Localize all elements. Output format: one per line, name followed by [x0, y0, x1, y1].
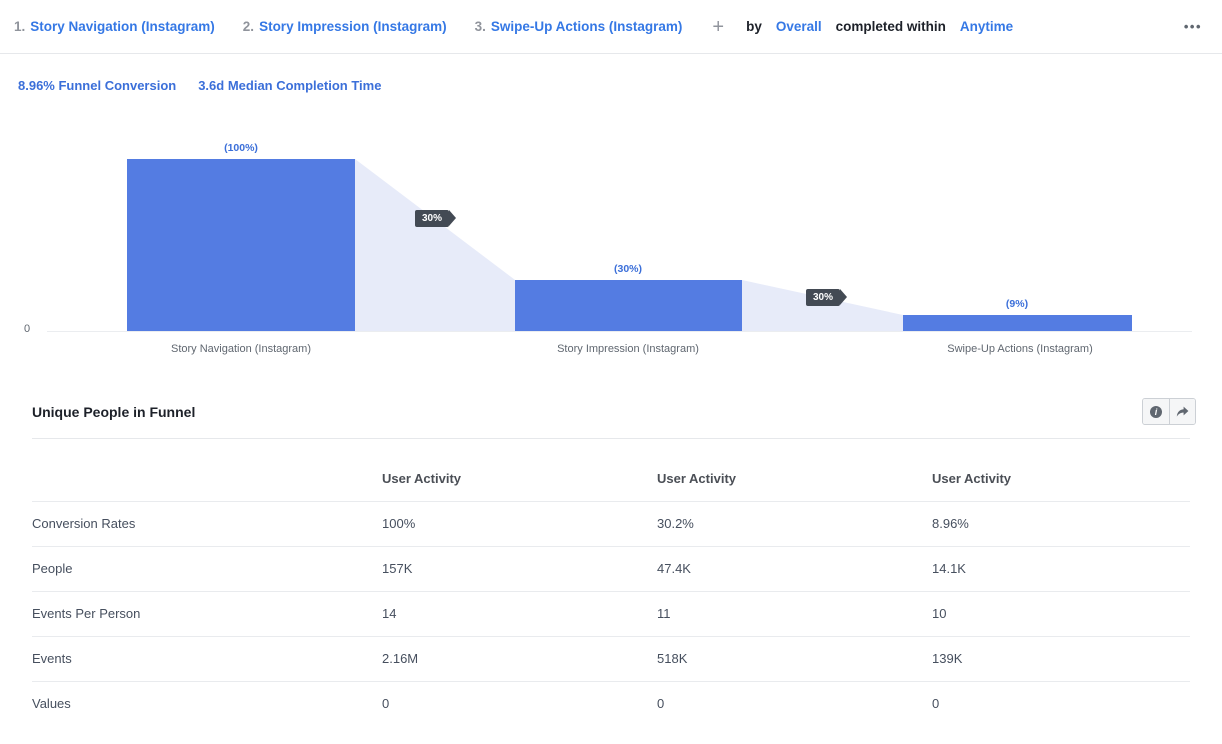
- funnel-bar-step1[interactable]: [127, 159, 355, 331]
- step-label[interactable]: Story Navigation (Instagram): [30, 19, 215, 34]
- x-axis-label-step2: Story Impression (Instagram): [557, 343, 699, 355]
- step-number: 3.: [474, 19, 486, 34]
- header-user-activity-2: User Activity: [657, 439, 932, 502]
- table-row: Events 2.16M 518K 139K: [32, 636, 1190, 682]
- header-user-activity-3: User Activity: [932, 439, 1190, 502]
- row-label: Values: [32, 696, 71, 712]
- row-value: 0: [382, 696, 390, 712]
- funnel-bar-step3[interactable]: [903, 315, 1132, 331]
- funnel-chart: 0 (100%) (30%) (9%) 30% 30% Story Naviga…: [0, 132, 1222, 362]
- completed-within-label: completed within: [835, 19, 946, 34]
- x-axis-label-step1: Story Navigation (Instagram): [171, 343, 311, 355]
- row-value: 139K: [932, 636, 1190, 682]
- table-row: People 157K 47.4K 14.1K: [32, 546, 1190, 592]
- share-arrow-icon: [1176, 406, 1189, 417]
- anytime-dropdown[interactable]: Anytime: [959, 19, 1014, 34]
- row-value: 11: [657, 591, 932, 637]
- y-axis-zero-label: 0: [24, 323, 31, 335]
- info-icon: i: [1150, 405, 1162, 418]
- table-section-header: Unique People in Funnel i: [32, 398, 1196, 425]
- funnel-step-1[interactable]: 1. Story Navigation (Instagram): [14, 19, 215, 34]
- unique-people-table: User Activity User Activity User Activit…: [32, 439, 1190, 726]
- step-number: 2.: [242, 19, 255, 34]
- row-value: 14: [382, 591, 657, 637]
- table-row: Values 0 0 0: [32, 681, 1190, 726]
- info-button[interactable]: i: [1143, 399, 1169, 424]
- row-value: 100%: [382, 501, 657, 547]
- bar-percent-label: (9%): [1005, 298, 1029, 310]
- row-value: 8.96%: [932, 501, 1190, 547]
- header-user-activity-1: User Activity: [382, 439, 657, 502]
- section-divider: [32, 438, 1190, 439]
- funnel-step-2[interactable]: 2. Story Impression (Instagram): [243, 19, 447, 34]
- table-header-row: User Activity User Activity User Activit…: [32, 439, 1190, 502]
- median-completion-stat[interactable]: 3.6d Median Completion Time: [198, 78, 382, 93]
- funnel-toolbar: 1. Story Navigation (Instagram) 2. Story…: [0, 0, 1222, 54]
- funnel-summary-stats: 8.96% Funnel Conversion 3.6d Median Comp…: [18, 78, 1222, 93]
- funnel-bar-step2[interactable]: [515, 280, 742, 331]
- header-empty: [32, 439, 382, 502]
- row-value: 47.4K: [657, 546, 932, 592]
- bar-percent-label: (30%): [613, 263, 643, 275]
- transition-rate-badge: 30%: [415, 210, 457, 227]
- table-row: Events Per Person 14 11 10: [32, 591, 1190, 637]
- row-label: Conversion Rates: [32, 501, 382, 547]
- transition-rate-badge: 30%: [806, 289, 848, 306]
- row-label: People: [32, 546, 382, 592]
- x-axis-label-step3: Swipe-Up Actions (Instagram): [947, 343, 1093, 355]
- x-axis-line: [47, 331, 1192, 332]
- row-label: Events Per Person: [32, 591, 382, 637]
- step-label[interactable]: Story Impression (Instagram): [259, 19, 447, 34]
- share-button[interactable]: [1169, 399, 1195, 424]
- row-value: 0: [657, 696, 665, 712]
- overall-dropdown[interactable]: Overall: [775, 19, 822, 34]
- row-value: 157K: [382, 546, 657, 592]
- by-label: by: [746, 19, 762, 34]
- section-button-group: i: [1142, 398, 1196, 425]
- table-row: Conversion Rates 100% 30.2% 8.96%: [32, 501, 1190, 547]
- add-step-icon[interactable]: +: [712, 15, 725, 38]
- funnel-transition-area-1: [355, 159, 515, 331]
- section-title: Unique People in Funnel: [32, 403, 196, 420]
- row-value: 2.16M: [382, 636, 657, 682]
- step-number: 1.: [14, 19, 26, 34]
- row-label: Events: [32, 636, 382, 682]
- row-value: 518K: [657, 636, 932, 682]
- row-value: 30.2%: [657, 501, 932, 547]
- funnel-step-3[interactable]: 3. Swipe-Up Actions (Instagram): [475, 19, 683, 34]
- funnel-conversion-stat[interactable]: 8.96% Funnel Conversion: [18, 78, 177, 93]
- row-value: 14.1K: [932, 546, 1190, 592]
- bar-percent-label: (100%): [224, 142, 258, 154]
- row-value: 10: [932, 591, 1190, 637]
- more-options-icon[interactable]: •••: [1183, 19, 1202, 34]
- step-label[interactable]: Swipe-Up Actions (Instagram): [490, 19, 683, 34]
- row-value: 0: [932, 696, 940, 712]
